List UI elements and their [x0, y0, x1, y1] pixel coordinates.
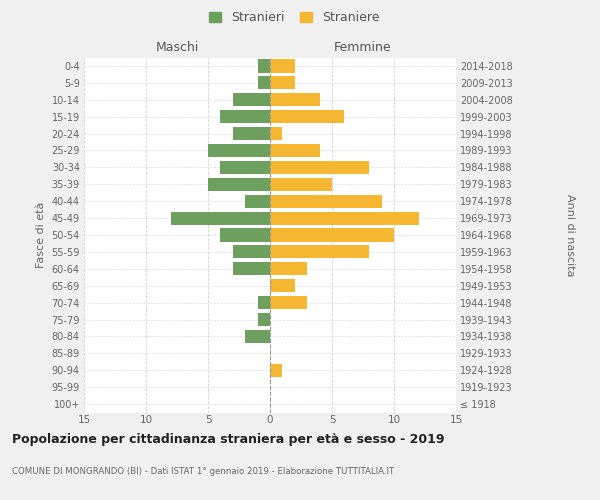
Bar	[257, 313, 270, 326]
Bar	[233, 262, 270, 276]
Y-axis label: Anni di nascita: Anni di nascita	[565, 194, 575, 276]
Bar	[233, 246, 270, 258]
Bar	[270, 296, 307, 309]
Bar	[208, 178, 270, 191]
Bar	[257, 296, 270, 309]
Bar	[245, 194, 270, 208]
Bar	[270, 60, 295, 72]
Legend: Stranieri, Straniere: Stranieri, Straniere	[203, 6, 385, 29]
Bar	[270, 364, 283, 377]
Bar	[270, 212, 419, 224]
Bar	[220, 110, 270, 124]
Bar	[270, 246, 369, 258]
Text: COMUNE DI MONGRANDO (BI) - Dati ISTAT 1° gennaio 2019 - Elaborazione TUTTITALIA.: COMUNE DI MONGRANDO (BI) - Dati ISTAT 1°…	[12, 468, 394, 476]
Bar	[257, 60, 270, 72]
Bar	[220, 228, 270, 241]
Bar	[233, 127, 270, 140]
Bar	[245, 330, 270, 343]
Bar	[270, 178, 332, 191]
Bar	[270, 110, 344, 124]
Bar	[171, 212, 270, 224]
Bar	[270, 93, 320, 106]
Bar	[270, 262, 307, 276]
Bar	[270, 127, 283, 140]
Bar	[220, 161, 270, 174]
Text: Maschi: Maschi	[155, 41, 199, 54]
Bar	[270, 279, 295, 292]
Bar	[270, 161, 369, 174]
Bar	[233, 93, 270, 106]
Bar	[208, 144, 270, 157]
Text: Femmine: Femmine	[334, 41, 392, 54]
Bar	[257, 76, 270, 90]
Text: Popolazione per cittadinanza straniera per età e sesso - 2019: Popolazione per cittadinanza straniera p…	[12, 432, 445, 446]
Bar	[270, 228, 394, 241]
Y-axis label: Fasce di età: Fasce di età	[36, 202, 46, 268]
Bar	[270, 144, 320, 157]
Bar	[270, 194, 382, 208]
Bar	[270, 76, 295, 90]
